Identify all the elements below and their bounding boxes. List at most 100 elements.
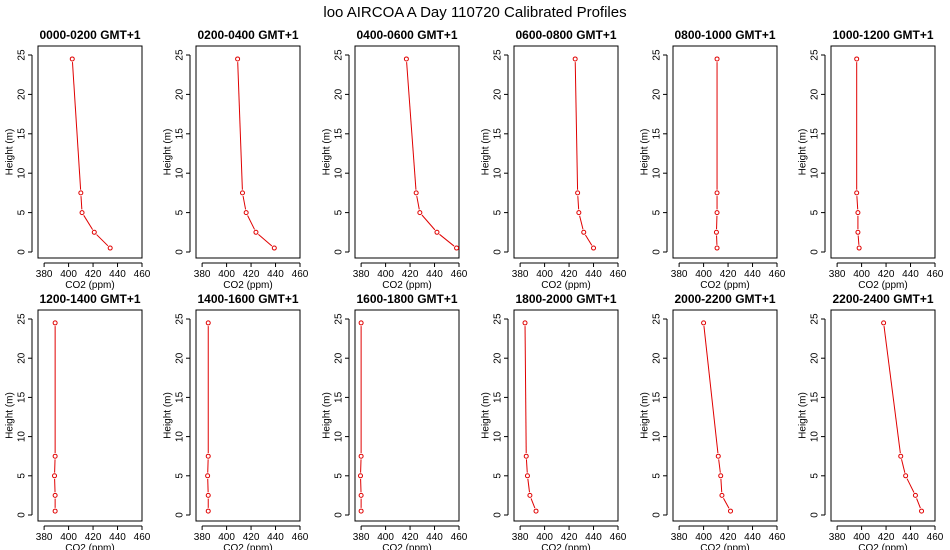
y-tick-label: 15 — [652, 128, 663, 140]
y-tick-label: 15 — [334, 391, 345, 403]
data-point — [52, 508, 58, 514]
y-tick-label: 0 — [652, 249, 663, 255]
data-point — [205, 320, 211, 326]
y-tick-label: 10 — [334, 167, 345, 179]
y-tick-label: 0 — [652, 512, 663, 518]
x-tick-label: 380 — [512, 532, 529, 543]
y-tick-label: 20 — [334, 88, 345, 100]
x-tick-label: 420 — [878, 269, 895, 280]
panel-title: 0400-0600 GMT+1 — [356, 28, 457, 42]
x-axis-label: CO2 (ppm) — [858, 543, 907, 550]
profile-segment — [718, 459, 721, 473]
y-tick-label: 15 — [175, 128, 186, 140]
data-point — [581, 229, 587, 235]
y-tick-label: 5 — [652, 473, 663, 479]
x-tick-label: 440 — [744, 269, 761, 280]
data-point — [575, 190, 581, 196]
x-axis-label: CO2 (ppm) — [700, 543, 749, 550]
y-axis-label: Height (m) — [163, 392, 174, 439]
x-axis-label: CO2 (ppm) — [65, 543, 114, 550]
y-tick-label: 10 — [175, 431, 186, 443]
x-tick-label: 420 — [243, 532, 260, 543]
x-tick-label: 460 — [927, 532, 944, 543]
data-point — [855, 229, 861, 235]
data-point — [205, 508, 211, 514]
profile-segment — [237, 62, 243, 190]
data-point — [239, 190, 245, 196]
panel-7: 1200-1400 GMT+1 380 400 420 440 460 CO2 (ppm) 0… — [5, 292, 151, 550]
y-tick-label: 20 — [810, 352, 821, 364]
profile-segment — [524, 326, 527, 454]
plot-frame — [513, 309, 619, 522]
panel-title: 0000-0200 GMT+1 — [39, 28, 140, 42]
panel-title: 2200-2400 GMT+1 — [832, 292, 933, 306]
x-tick-label: 380 — [353, 532, 370, 543]
data-point — [243, 210, 249, 216]
data-point — [434, 229, 440, 235]
profile-segment — [530, 498, 536, 509]
profile-segment — [720, 478, 723, 493]
y-tick-label: 0 — [175, 512, 186, 518]
y-tick-label: 5 — [652, 209, 663, 215]
y-tick-label: 5 — [493, 473, 504, 479]
x-tick-label: 400 — [218, 269, 235, 280]
y-tick-label: 5 — [493, 209, 504, 215]
profile-segment — [574, 62, 579, 190]
x-axis-label: CO2 (ppm) — [223, 543, 272, 550]
data-point — [854, 56, 860, 62]
y-tick-label: 0 — [17, 249, 28, 255]
data-point — [912, 492, 918, 498]
y-tick-label: 15 — [493, 391, 504, 403]
data-point — [52, 453, 58, 459]
panel-title: 2000-2200 GMT+1 — [674, 292, 775, 306]
x-tick-label: 400 — [853, 269, 870, 280]
data-point — [714, 210, 720, 216]
data-point — [358, 492, 364, 498]
x-tick-label: 380 — [194, 269, 211, 280]
y-tick-label: 10 — [334, 431, 345, 443]
x-tick-label: 440 — [744, 532, 761, 543]
x-tick-label: 440 — [267, 532, 284, 543]
y-axis-label: Height (m) — [322, 392, 333, 439]
y-tick-label: 20 — [493, 352, 504, 364]
y-tick-label: 15 — [175, 391, 186, 403]
y-axis-label: Height (m) — [640, 129, 651, 176]
y-tick-label: 0 — [493, 249, 504, 255]
x-axis-label: CO2 (ppm) — [541, 543, 590, 550]
panel-title: 0800-1000 GMT+1 — [674, 28, 775, 42]
profile-segment — [525, 459, 528, 473]
y-tick-label: 5 — [334, 473, 345, 479]
x-axis-label: CO2 (ppm) — [700, 280, 749, 291]
data-point — [235, 56, 241, 62]
panel-3: 0400-0600 GMT+1 380 400 420 440 460 CO2 (ppm) 0… — [322, 28, 468, 291]
data-point — [413, 190, 419, 196]
panel-6: 1000-1200 GMT+1 380 400 420 440 460 CO2 (ppm) 0… — [798, 28, 944, 291]
y-tick-label: 20 — [17, 352, 28, 364]
data-point — [919, 508, 925, 514]
x-axis-label: CO2 (ppm) — [858, 280, 907, 291]
profile-segment — [258, 234, 273, 247]
x-tick-label: 460 — [769, 269, 786, 280]
plot-frame — [830, 45, 936, 259]
profile-segment — [906, 478, 915, 493]
profile-segment — [416, 195, 420, 210]
x-tick-label: 400 — [377, 269, 394, 280]
x-tick-label: 460 — [134, 532, 151, 543]
x-tick-label: 380 — [36, 269, 53, 280]
data-point — [52, 492, 58, 498]
panel-grid: 0000-0200 GMT+1 380 400 420 440 460 CO2 (ppm) 0… — [5, 28, 944, 550]
data-point — [701, 320, 707, 326]
y-tick-label: 10 — [810, 431, 821, 443]
profile-segment — [242, 195, 247, 210]
panel-10: 1800-2000 GMT+1 380 400 420 440 460 CO2 (ppm) 0… — [481, 292, 627, 550]
x-tick-label: 380 — [671, 269, 688, 280]
data-point — [903, 473, 909, 479]
profile-segment — [96, 234, 109, 247]
panel-5: 0800-1000 GMT+1 380 400 420 440 460 CO2 (ppm) 0… — [640, 28, 786, 291]
data-point — [718, 473, 724, 479]
y-axis-label: Height (m) — [5, 129, 16, 176]
y-tick-label: 10 — [493, 431, 504, 443]
y-axis-label: Height (m) — [481, 129, 492, 176]
plot-frame — [513, 45, 619, 259]
plot-frame — [672, 45, 778, 259]
